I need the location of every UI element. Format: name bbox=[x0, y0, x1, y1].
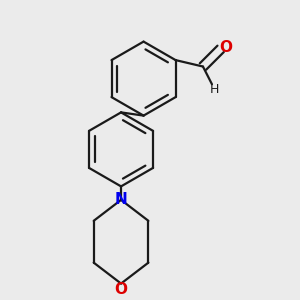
Text: N: N bbox=[115, 192, 128, 207]
Text: H: H bbox=[210, 83, 219, 96]
Text: O: O bbox=[219, 40, 232, 55]
Text: O: O bbox=[115, 282, 128, 297]
